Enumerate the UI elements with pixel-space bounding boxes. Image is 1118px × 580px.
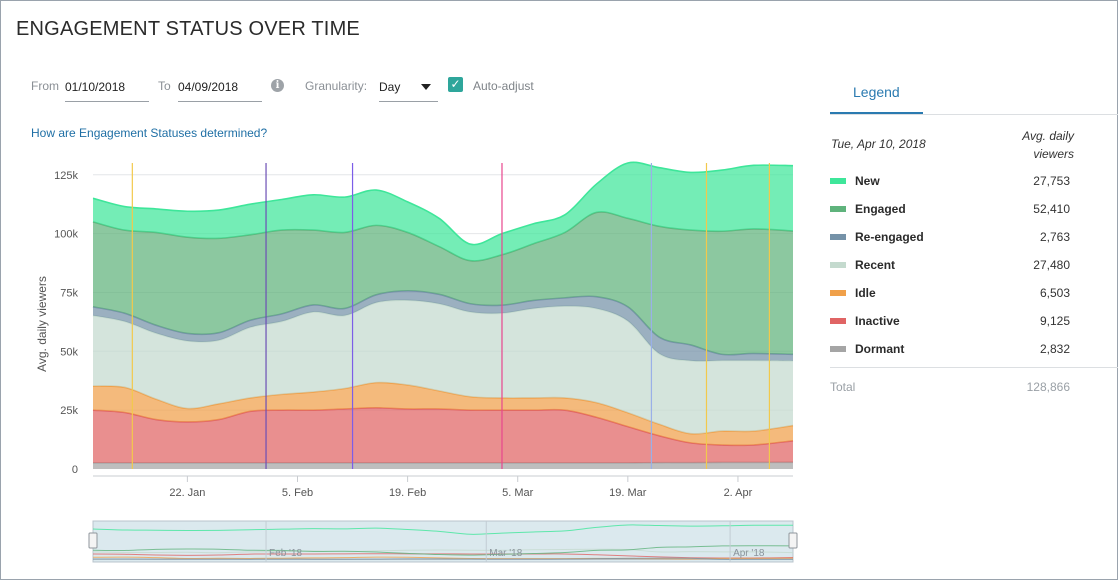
legend-total-label: Total [830, 380, 856, 394]
auto-adjust-label: Auto-adjust [473, 79, 534, 93]
legend-total-value: 128,866 [1026, 380, 1070, 394]
area-series-idle[interactable] [93, 382, 793, 446]
y-tick-label: 100k [54, 229, 78, 241]
legend-value: 27,753 [1033, 174, 1070, 188]
legend-value: 2,763 [1039, 230, 1070, 244]
area-series-inactive[interactable] [93, 407, 793, 463]
legend-swatch [830, 318, 846, 324]
legend-swatch [830, 234, 846, 240]
legend-header: Avg. daily viewers [1022, 129, 1074, 161]
area-series-dormant[interactable] [93, 462, 793, 469]
area-series-new[interactable] [93, 162, 793, 261]
navigator-label: Apr '18 [733, 548, 765, 559]
legend-item-recent[interactable]: Recent 27,480 [830, 258, 1070, 274]
area-series-re-engaged[interactable] [93, 290, 793, 362]
legend-swatch [830, 346, 846, 352]
legend-item-engaged[interactable]: Engaged 52,410 [830, 202, 1070, 218]
legend-label: Re-engaged [855, 230, 924, 244]
legend-label: New [855, 174, 880, 188]
navigator-label: Feb '18 [269, 548, 302, 559]
y-tick-label: 125k [54, 170, 78, 182]
x-tick-label: 2. Apr [724, 487, 753, 499]
x-tick-label: 22. Jan [169, 487, 205, 499]
granularity-select[interactable]: Day [379, 79, 438, 102]
legend-swatch [830, 206, 846, 212]
legend-total-row: Total 128,866 [830, 380, 1070, 394]
y-tick-label: 50k [60, 346, 78, 358]
legend-item-inactive[interactable]: Inactive 9,125 [830, 314, 1070, 330]
y-tick-label: 0 [72, 464, 78, 476]
navigator-line [92, 545, 794, 556]
checkmark-icon: ✓ [450, 77, 461, 91]
navigator-left-handle[interactable] [88, 532, 98, 549]
area-series-recent[interactable] [93, 300, 793, 434]
x-tick-label: 5. Mar [502, 487, 534, 499]
legend-divider [830, 114, 1118, 115]
area-series-engaged[interactable] [93, 211, 793, 355]
navigator-line [92, 524, 794, 535]
y-tick-label: 25k [60, 405, 78, 417]
chevron-down-icon[interactable] [421, 84, 431, 90]
legend-item-re-engaged[interactable]: Re-engaged 2,763 [830, 230, 1070, 246]
y-axis-title: Avg. daily viewers [35, 276, 49, 372]
legend-total-divider [830, 367, 1118, 368]
x-tick-label: 19. Mar [609, 487, 647, 499]
to-date-input[interactable]: 04/09/2018 [178, 79, 262, 102]
help-link[interactable]: How are Engagement Statuses determined? [31, 126, 268, 140]
tab-legend[interactable]: Legend [853, 84, 900, 100]
navigator-line [92, 548, 794, 554]
from-date-input[interactable]: 01/10/2018 [65, 79, 149, 102]
x-tick-label: 19. Feb [389, 487, 426, 499]
line-series-new[interactable] [92, 161, 794, 246]
legend-value: 2,832 [1039, 342, 1070, 356]
navigator-line [92, 556, 794, 560]
legend-value: 52,410 [1033, 202, 1070, 216]
legend-swatch [830, 262, 846, 268]
auto-adjust-checkbox[interactable]: ✓ [448, 77, 463, 92]
legend-value: 9,125 [1039, 314, 1070, 328]
granularity-value: Day [379, 80, 401, 94]
legend-date: Tue, Apr 10, 2018 [831, 137, 926, 151]
x-tick-label: 5. Feb [282, 487, 313, 499]
legend-value: 27,480 [1033, 258, 1070, 272]
navigator-line [92, 557, 794, 560]
legend-item-dormant[interactable]: Dormant 2,832 [830, 342, 1070, 358]
legend-label: Engaged [855, 202, 906, 216]
page-title: ENGAGEMENT STATUS OVER TIME [16, 18, 360, 40]
legend-label: Idle [855, 286, 876, 300]
navigator-right-handle[interactable] [788, 532, 798, 549]
legend-label: Recent [855, 258, 896, 272]
legend-swatch [830, 178, 846, 184]
legend-label: Inactive [855, 314, 900, 328]
from-label: From [31, 79, 59, 93]
legend-value: 6,503 [1039, 286, 1070, 300]
granularity-label: Granularity: [305, 79, 368, 93]
info-icon[interactable]: i [271, 79, 284, 92]
tab-active-indicator [830, 112, 923, 114]
legend-label: Dormant [855, 342, 905, 356]
navigator-label: Mar '18 [489, 548, 522, 559]
navigator-line [92, 553, 794, 559]
y-tick-label: 75k [60, 287, 78, 299]
legend-item-new[interactable]: New 27,753 [830, 174, 1070, 190]
legend-item-idle[interactable]: Idle 6,503 [830, 286, 1070, 302]
to-label: To [158, 79, 171, 93]
navigator-track[interactable] [92, 520, 794, 563]
legend-swatch [830, 290, 846, 296]
